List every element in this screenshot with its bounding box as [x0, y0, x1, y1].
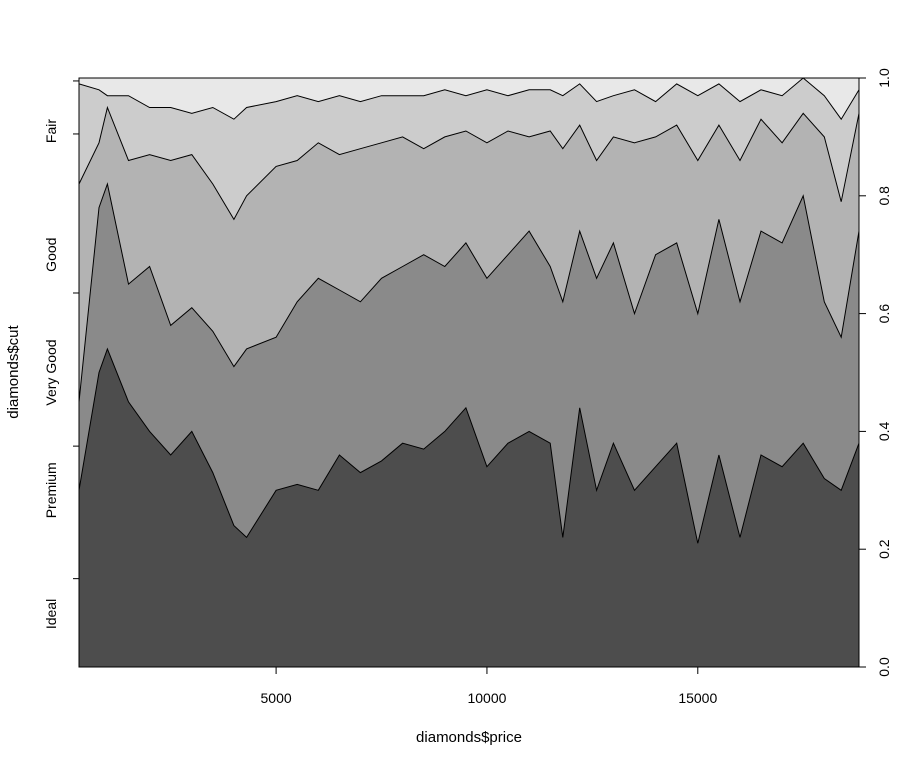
- area-very-good: [79, 107, 859, 402]
- y-tick-label: 0.0: [876, 657, 892, 677]
- x-tick-label: 10000: [467, 690, 506, 706]
- boundary-ideal: [78, 347, 860, 544]
- y-tick-label: 1.0: [876, 68, 892, 88]
- x-tick-label: 5000: [261, 690, 292, 706]
- area-good: [79, 78, 859, 220]
- x-axis-title: diamonds$price: [416, 729, 522, 746]
- category-label-ideal: Ideal: [43, 599, 59, 629]
- y-tick-label: 0.8: [876, 186, 892, 206]
- boundary-very-good: [78, 105, 860, 221]
- x-axis: 5000 10000 15000: [261, 667, 717, 706]
- x-tick-label: 15000: [678, 690, 717, 706]
- category-label-premium: Premium: [43, 462, 59, 518]
- y-tick-label: 0.6: [876, 304, 892, 324]
- area-ideal: [79, 348, 859, 667]
- area-premium: [79, 184, 859, 544]
- boundary-premium: [78, 182, 860, 402]
- stacked-areas: [78, 77, 860, 667]
- y-axis-title: diamonds$cut: [5, 324, 22, 418]
- category-label-good: Good: [43, 238, 59, 272]
- plot-frame: [78, 77, 860, 668]
- y-axis-right: 0.0 0.2 0.4 0.6 0.8 1.0: [859, 68, 892, 677]
- y-tick-label: 0.2: [876, 539, 892, 559]
- category-label-very-good: Very Good: [43, 339, 59, 405]
- area-fair: [79, 78, 859, 120]
- category-label-fair: Fair: [43, 119, 59, 143]
- boundary-good: [78, 77, 860, 121]
- y-tick-label: 0.4: [876, 421, 892, 441]
- category-labels: Ideal Premium Very Good Good Fair: [43, 80, 79, 629]
